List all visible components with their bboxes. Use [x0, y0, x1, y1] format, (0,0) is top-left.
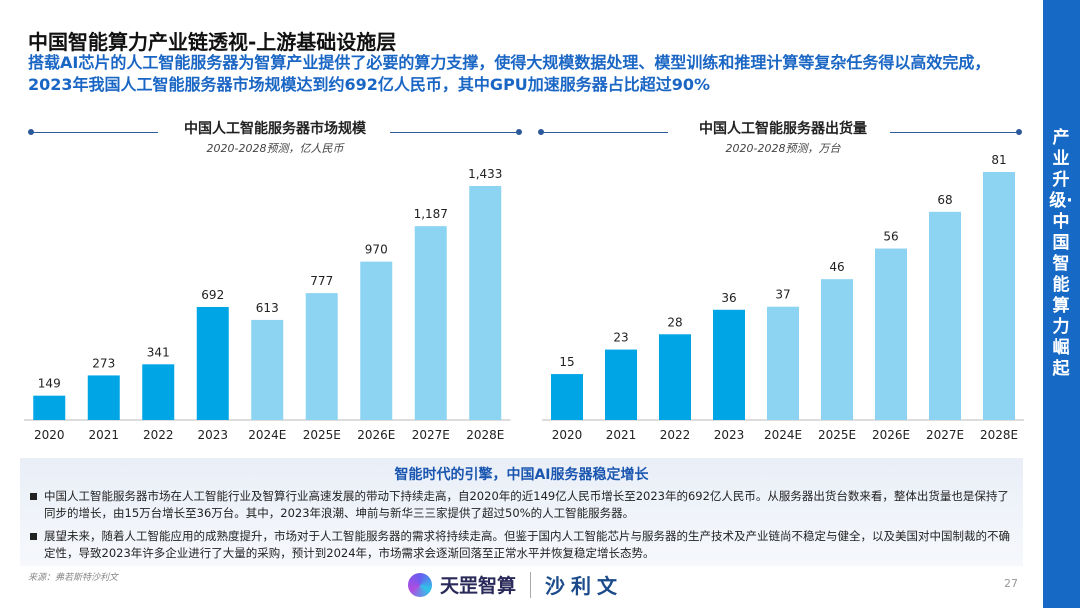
footer-logo: 天罡智算 沙利文 [408, 570, 623, 599]
data-label: 15 [559, 355, 574, 369]
logo-text: 天罡智算 [440, 575, 517, 597]
chart-title: 中国人工智能服务器出货量 [699, 121, 867, 137]
x-tick-label: 2022 [143, 428, 174, 442]
x-tick-label: 2025E [818, 428, 856, 442]
data-label: 970 [365, 243, 388, 257]
data-label: 692 [201, 288, 224, 302]
data-label: 37 [775, 288, 790, 302]
market-size-chart: 中国人工智能服务器市场规模 2020-2028预测，亿人民币 149 2020 27… [20, 118, 530, 448]
data-label: 28 [667, 315, 682, 329]
data-label: 777 [310, 274, 333, 288]
bar-2027E [929, 211, 961, 420]
x-tick-label: 2021 [88, 428, 119, 442]
summary-bullet: 中国人工智能服务器市场在人工智能行业及智算行业高速发展的带动下持续走高，自202… [30, 488, 1015, 522]
chart-plot: 149 2020 273 2021 341 2022 692 2023 613 2024E 777 2… [24, 167, 511, 442]
logo-divider [530, 571, 532, 598]
data-label: 341 [147, 345, 170, 359]
page-subtitle: 搭载AI芯片的人工智能服务器为智算产业提供了必要的算力支撑，使得大规模数据处理、… [28, 53, 991, 94]
bar-2024E [251, 319, 284, 420]
decor-dot [516, 129, 522, 135]
bar-2025E [821, 279, 853, 420]
data-label: 46 [829, 260, 844, 274]
data-label: 613 [256, 301, 279, 315]
summary-title: 智能时代的引擎，中国AI服务器稳定增长 [394, 467, 649, 483]
data-label: 68 [937, 193, 952, 207]
data-label: 23 [613, 331, 628, 345]
summary-bullet: 展望未来，随着人工智能应用的成熟度提升，市场对于人工智能服务器的需求将持续走高。… [30, 528, 1015, 562]
x-tick-label: 2025E [303, 428, 341, 442]
x-tick-label: 2024E [248, 428, 286, 442]
bar-2026E [875, 248, 907, 420]
x-tick-label: 2020 [34, 428, 65, 442]
x-tick-label: 2026E [357, 428, 395, 442]
chart-subtitle: 2020-2028预测，万台 [725, 142, 841, 155]
logo-text: 沙利文 [545, 574, 624, 598]
sidebar-band [1043, 0, 1080, 608]
page-number: 27 [1004, 577, 1018, 590]
data-label: 56 [883, 230, 898, 244]
data-label: 273 [92, 356, 115, 370]
x-tick-label: 2027E [926, 428, 964, 442]
bar-2021 [87, 375, 120, 420]
data-label: 36 [721, 291, 736, 305]
x-tick-label: 2024E [764, 428, 802, 442]
bar-2024E [767, 306, 799, 420]
x-tick-label: 2023 [197, 428, 228, 442]
x-tick-label: 2027E [412, 428, 450, 442]
bar-2023 [713, 309, 745, 420]
bar-2021 [605, 349, 637, 420]
bar-2026E [360, 261, 393, 420]
chart-plot: 15 2020 23 2021 28 2022 36 2023 37 2024E 46 2025E 56… [542, 153, 1024, 442]
x-tick-label: 2028E [466, 428, 504, 442]
x-tick-label: 2023 [714, 428, 745, 442]
bar-2022 [142, 364, 175, 420]
source-note: 来源：弗若斯特沙利文 [28, 573, 119, 583]
data-label: 1,187 [414, 207, 448, 221]
decor-line [390, 132, 518, 133]
x-tick-label: 2026E [872, 428, 910, 442]
bar-2022 [659, 334, 691, 420]
decor-line [890, 132, 1018, 133]
decor-line [540, 132, 668, 133]
bar-2023 [196, 307, 229, 420]
decor-dot [1016, 129, 1022, 135]
summary-box: 智能时代的引擎，中国AI服务器稳定增长 中国人工智能服务器市场在人工智能行业及智… [20, 458, 1023, 566]
x-tick-label: 2028E [980, 428, 1018, 442]
x-tick-label: 2021 [606, 428, 637, 442]
logo-icon [408, 572, 432, 597]
bar-2025E [305, 293, 338, 420]
bar-2027E [414, 226, 447, 420]
data-label: 149 [38, 377, 61, 391]
data-label: 81 [991, 153, 1006, 167]
page-title: 中国智能算力产业链透视-上游基础设施层 [28, 30, 397, 54]
chart-title: 中国人工智能服务器市场规模 [184, 121, 366, 137]
x-tick-label: 2022 [660, 428, 691, 442]
decor-line [30, 132, 158, 133]
data-label: 1,433 [468, 167, 502, 181]
shipment-chart: 中国人工智能服务器出货量 2020-2028预测，万台 15 2020 23 2021… [538, 118, 1028, 448]
bar-2028E [469, 186, 502, 420]
bar-2020 [33, 395, 66, 420]
sidebar-text: 产业升级·中国智能算力崛起 [1049, 128, 1073, 379]
bar-2020 [551, 374, 583, 420]
x-tick-label: 2020 [552, 428, 583, 442]
chart-subtitle: 2020-2028预测，亿人民币 [206, 142, 344, 155]
bar-2028E [983, 172, 1015, 420]
